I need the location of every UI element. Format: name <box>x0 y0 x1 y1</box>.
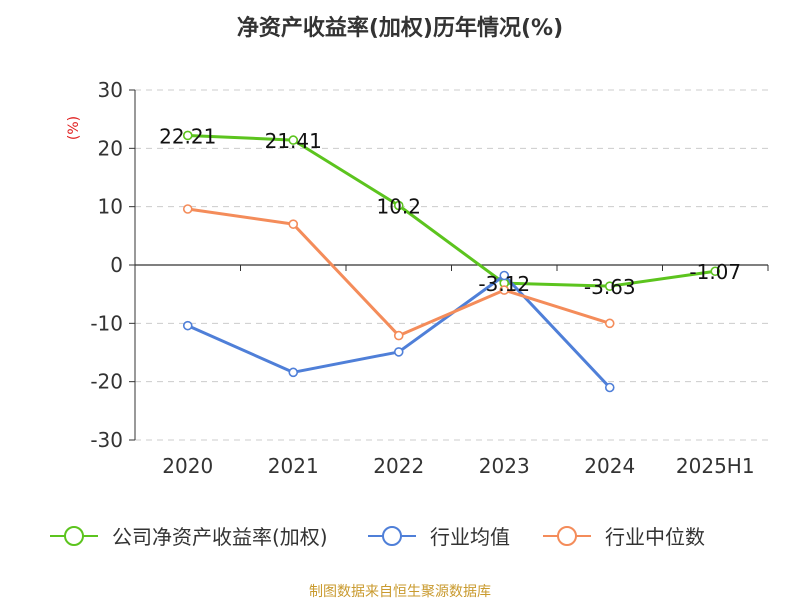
data-label: -1.07 <box>689 260 741 284</box>
data-labels: 22.21 21.41 10.2 -3.12 -3.63 -1.07 <box>159 124 741 299</box>
data-label: 22.21 <box>159 124 216 148</box>
data-point <box>499 270 510 281</box>
source-note: 制图数据来自恒生聚源数据库 <box>309 584 491 600</box>
y-tick-label: 30 <box>98 78 123 102</box>
data-point <box>288 135 299 145</box>
legend: 公司净资产收益率(加权) 行业均值 行业中位数 <box>50 525 705 549</box>
series-line-0 <box>187 133 716 288</box>
chart-title: 净资产收益率(加权)历年情况(%) <box>236 16 564 41</box>
legend-label: 公司净资产收益率(加权) <box>112 525 328 549</box>
series-points <box>182 130 721 393</box>
legend-label: 行业均值 <box>430 525 510 549</box>
legend-marker <box>64 526 84 546</box>
data-point <box>393 200 404 211</box>
x-tick-label: 2025H1 <box>676 454 755 478</box>
series-lines <box>187 133 716 389</box>
y-tick-label: -30 <box>90 428 123 452</box>
x-tick-label: 2023 <box>479 454 530 478</box>
axes <box>129 89 769 441</box>
legend-marker <box>557 526 577 546</box>
data-point <box>499 285 510 295</box>
data-point <box>393 330 404 341</box>
x-tick-label: 2022 <box>373 454 424 478</box>
data-label: 21.41 <box>265 129 322 153</box>
y-tick-label: 20 <box>98 136 123 160</box>
data-point <box>182 320 193 331</box>
legend-label: 行业中位数 <box>605 525 705 549</box>
data-point <box>710 266 721 277</box>
y-tick-label: -10 <box>90 311 123 335</box>
data-point <box>288 219 299 229</box>
x-tick-label: 2020 <box>162 454 213 478</box>
data-point <box>604 318 615 329</box>
legend-marker <box>382 526 402 546</box>
data-point <box>182 204 193 214</box>
x-tick-label: 2021 <box>268 454 319 478</box>
data-label: -3.12 <box>478 272 530 296</box>
data-point <box>604 281 615 291</box>
y-tick-labels: 30 20 10 0 -10 -20 -30 <box>90 78 123 452</box>
data-point <box>604 382 615 393</box>
y-tick-label: 10 <box>98 195 123 219</box>
x-tick-labels: 2020 2021 2022 2023 2024 2025H1 <box>162 454 754 478</box>
series-line-2 <box>187 207 611 338</box>
data-point <box>182 130 193 141</box>
data-label: 10.2 <box>376 195 421 219</box>
y-tick-label: 0 <box>110 253 123 277</box>
data-point <box>288 367 299 378</box>
y-tick-label: -20 <box>90 370 123 394</box>
data-point <box>393 347 404 357</box>
y-axis-unit-label: (%) <box>66 116 82 140</box>
data-label: -3.63 <box>584 275 636 299</box>
x-tick-label: 2024 <box>584 454 635 478</box>
